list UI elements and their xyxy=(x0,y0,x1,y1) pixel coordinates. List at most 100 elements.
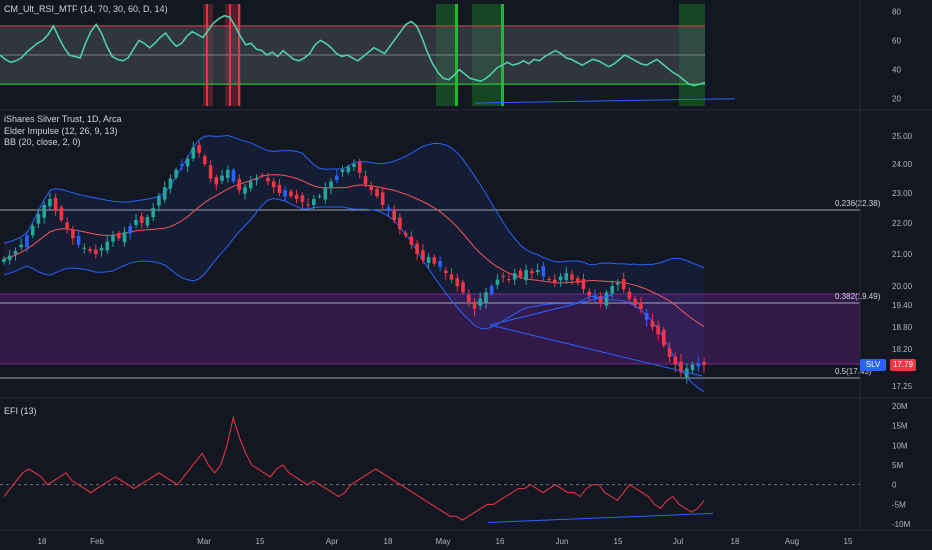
price-tick-label: 20.00 xyxy=(892,282,913,291)
candle-body xyxy=(306,204,310,206)
candle-body xyxy=(122,232,127,243)
candle-body xyxy=(444,270,448,274)
candle-body xyxy=(266,177,270,182)
candle-body xyxy=(237,179,241,191)
price-trendline xyxy=(489,324,703,377)
rsi-line xyxy=(0,14,706,87)
efi-title: EFI (13) xyxy=(4,406,37,416)
candle-body xyxy=(398,217,402,230)
candle-body xyxy=(168,178,173,189)
rsi-title: CM_Ult_RSI_MTF (14, 70, 30, 60, D, 14) xyxy=(4,4,168,14)
candle-body xyxy=(42,205,46,218)
price-pane: 0.236(22.38) 0.382(19.49) 0.5(17.43) xyxy=(0,134,881,393)
candle-body xyxy=(283,190,287,197)
candle-body xyxy=(564,273,569,281)
candle-body xyxy=(203,156,207,164)
bb-legend: BB (20, close, 2, 0) xyxy=(4,137,81,147)
candle-body xyxy=(312,199,316,205)
elder-impulse-legend: Elder Impulse (12, 26, 9, 13) xyxy=(4,126,118,136)
price-title: iShares Silver Trust, 1D, Arca xyxy=(4,114,122,124)
candle-body xyxy=(587,291,591,296)
candle-body xyxy=(512,273,517,280)
bb-fill xyxy=(4,135,704,392)
candle-body xyxy=(633,298,637,305)
rsi-signal-bar xyxy=(455,4,458,106)
candle-body xyxy=(162,187,167,200)
rsi-tick-label: 20 xyxy=(892,95,901,104)
efi-tick-label: 15M xyxy=(892,422,908,431)
candle-body xyxy=(214,177,219,185)
candle-body xyxy=(616,282,620,285)
x-tick-label: Jul xyxy=(673,537,683,546)
candle-body xyxy=(547,279,551,280)
candle-body xyxy=(243,187,247,194)
price-tick-label: 21.00 xyxy=(892,250,913,259)
candle-body xyxy=(432,257,437,264)
x-tick-label: 18 xyxy=(731,537,740,546)
price-tick-label: 24.00 xyxy=(892,160,913,169)
candle-body xyxy=(524,270,528,281)
symbol-tag: SLV xyxy=(860,359,886,371)
candle-body xyxy=(478,298,482,306)
candle-body xyxy=(208,165,213,179)
candle-body xyxy=(598,296,603,302)
candle-body xyxy=(639,302,643,309)
fib-label: 0.382(19.49) xyxy=(835,292,881,301)
candle-body xyxy=(484,292,488,303)
candle-body xyxy=(13,250,18,255)
x-tick-label: 16 xyxy=(496,537,505,546)
candle-body xyxy=(340,169,345,173)
candle-body xyxy=(300,195,305,202)
efi-pane xyxy=(0,415,860,523)
candle-body xyxy=(621,279,626,290)
candle-body xyxy=(604,292,609,306)
bb-lower xyxy=(3,197,705,393)
candle-body xyxy=(76,236,81,245)
price-tick-label: 18.20 xyxy=(892,345,913,354)
x-tick-label: Aug xyxy=(785,537,799,546)
candle-body xyxy=(174,169,178,178)
efi-tick-label: -10M xyxy=(892,520,911,529)
candle-body xyxy=(644,313,649,320)
candle-body xyxy=(145,217,150,226)
candle-body xyxy=(19,244,23,248)
candle-body xyxy=(226,169,230,178)
candle-body xyxy=(380,192,385,205)
candle-body xyxy=(690,364,695,371)
candle-body xyxy=(421,250,425,261)
efi-trendline xyxy=(487,512,714,523)
candle-body xyxy=(426,257,431,263)
candle-body xyxy=(702,361,706,365)
candle-body xyxy=(134,220,138,225)
candle-body xyxy=(248,181,253,189)
candle-body xyxy=(593,295,597,299)
efi-tick-label: 5M xyxy=(892,461,903,470)
candle-body xyxy=(501,275,505,277)
candle-body xyxy=(71,229,75,239)
efi-tick-label: 0 xyxy=(892,481,897,490)
efi-line xyxy=(3,415,705,521)
candle-body xyxy=(667,348,672,357)
candle-body xyxy=(48,199,52,207)
candle-body xyxy=(673,356,678,365)
x-tick-label: 15 xyxy=(844,537,853,546)
x-tick-label: 15 xyxy=(256,537,265,546)
x-tick-label: Feb xyxy=(90,537,104,546)
candle-body xyxy=(329,181,333,189)
candle-body xyxy=(650,321,655,327)
candle-body xyxy=(2,258,6,262)
bb-basis xyxy=(3,174,705,327)
x-tick-label: 18 xyxy=(38,537,47,546)
candle-body xyxy=(518,270,523,277)
efi-tick-label: 20M xyxy=(892,402,908,411)
fib-label: 0.236(22.38) xyxy=(835,199,881,208)
candle-body xyxy=(696,363,701,367)
price-tick-label: 18.80 xyxy=(892,323,913,332)
price-tick-label: 19.40 xyxy=(892,301,913,310)
candle-body xyxy=(157,196,161,206)
rsi-tick-label: 80 xyxy=(892,7,901,16)
candle-body xyxy=(610,286,614,294)
x-tick-label: 18 xyxy=(384,537,393,546)
candle-body xyxy=(99,247,104,251)
